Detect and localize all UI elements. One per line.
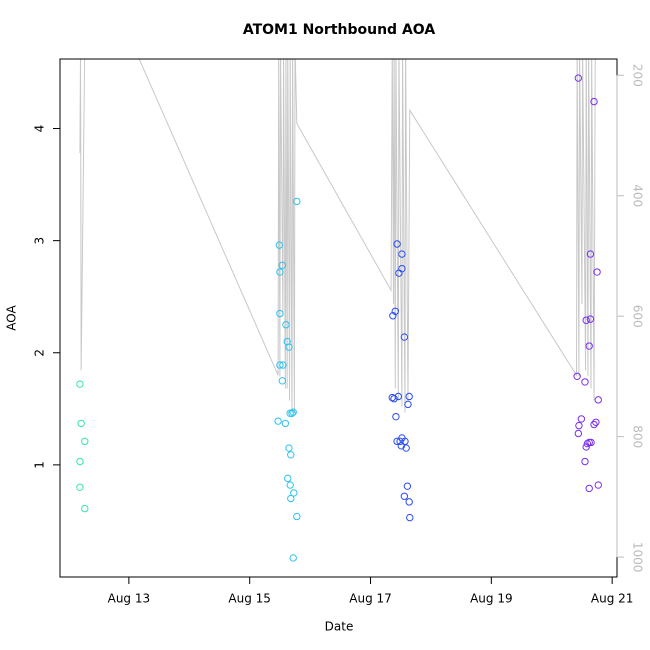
point (582, 443, 590, 451)
point (81, 504, 89, 513)
point (285, 343, 293, 351)
x-tick-label: Aug 15 (228, 592, 271, 606)
point (586, 315, 595, 323)
point (391, 307, 399, 315)
point (583, 439, 592, 448)
point (76, 457, 84, 466)
point (398, 264, 406, 273)
y-tick-label: 1 (33, 461, 47, 469)
y-tick-label: 2 (33, 349, 47, 357)
y2-tick-label: 600 (631, 305, 645, 328)
y-tick-label: 4 (33, 125, 47, 133)
point (577, 415, 586, 423)
point (574, 74, 583, 82)
point (290, 489, 298, 497)
point (402, 444, 410, 452)
point (293, 512, 301, 521)
chart-title: ATOM1 Northbound AOA (243, 22, 435, 38)
point (573, 372, 581, 381)
x-tick-label: Aug 17 (349, 592, 392, 606)
point (76, 380, 84, 388)
point (276, 309, 284, 318)
point (403, 482, 412, 490)
y2-tick-label: 800 (631, 425, 645, 448)
point (581, 457, 589, 466)
point (585, 342, 593, 350)
point (404, 400, 412, 409)
point (585, 484, 593, 493)
point (393, 437, 401, 446)
point (274, 417, 282, 425)
point (289, 408, 297, 416)
point (405, 392, 413, 401)
point (400, 492, 409, 500)
point (574, 429, 583, 438)
point (389, 312, 397, 320)
point (286, 481, 294, 489)
point (281, 419, 290, 428)
point (590, 420, 598, 429)
point (406, 513, 414, 522)
point (594, 481, 602, 489)
point (81, 437, 89, 446)
point (593, 268, 601, 276)
point (279, 361, 287, 369)
point (288, 409, 296, 418)
point (278, 377, 287, 385)
point (401, 437, 409, 446)
point (398, 250, 406, 258)
point (587, 438, 595, 447)
point (392, 412, 400, 421)
point (586, 250, 595, 258)
x-tick-label: Aug 19 (470, 592, 513, 606)
point (592, 418, 600, 426)
point (76, 483, 84, 492)
point (390, 395, 398, 403)
point (287, 494, 295, 503)
point (293, 197, 301, 206)
point (393, 240, 401, 248)
point (582, 316, 590, 324)
x-tick-label: Aug 21 (591, 592, 634, 606)
y-axis-label: AOA (5, 304, 19, 330)
point (278, 261, 287, 270)
point (581, 378, 589, 386)
point (282, 321, 290, 329)
x-axis-label: Date (325, 620, 354, 634)
point (575, 421, 583, 430)
point (284, 474, 292, 483)
x-tick-label: Aug 13 (108, 592, 151, 606)
y2-tick-label: 200 (631, 64, 645, 87)
y2-tick-label: 1000 (631, 542, 645, 573)
point (276, 361, 284, 369)
point (400, 333, 409, 341)
y-tick-label: 3 (33, 237, 47, 245)
point (590, 97, 598, 106)
point (287, 451, 295, 459)
line (79, 59, 596, 413)
point (77, 419, 85, 428)
point (285, 444, 293, 452)
point (405, 498, 413, 506)
point (394, 392, 403, 401)
point (275, 241, 283, 249)
point (397, 442, 406, 450)
point (594, 396, 602, 404)
y2-tick-label: 400 (631, 184, 645, 207)
plot-area (76, 59, 602, 562)
point (289, 554, 297, 562)
point (276, 268, 284, 276)
